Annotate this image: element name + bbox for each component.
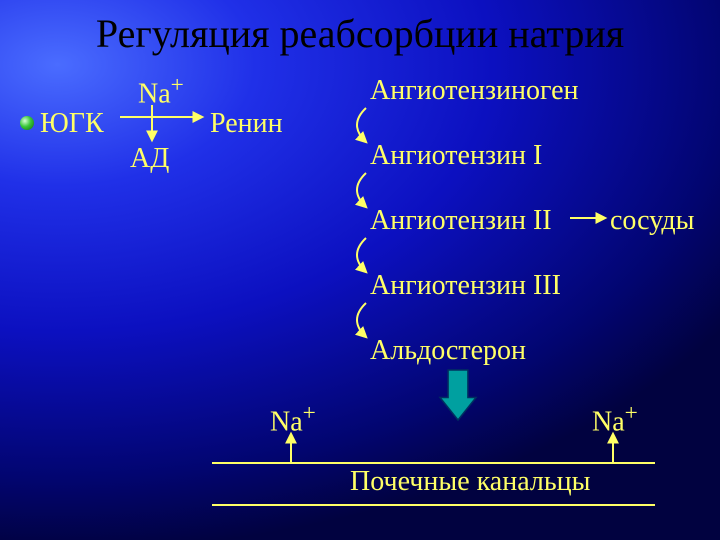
slide: Регуляция реабсорбции натрия Na+ ЮГК АД … — [0, 0, 720, 540]
na-symbol: Na — [592, 406, 625, 437]
label-na-left: Na+ — [270, 400, 316, 438]
slide-title: Регуляция реабсорбции натрия — [0, 10, 720, 57]
label-yugk: ЮГК — [40, 108, 104, 140]
na-sup: + — [625, 400, 638, 426]
na-symbol: Na — [138, 78, 171, 109]
label-na-top: Na+ — [138, 72, 184, 110]
bullet-icon — [20, 116, 34, 130]
label-vessels: сосуды — [610, 205, 694, 237]
label-angiotensin-2: Ангиотензин II — [370, 205, 552, 237]
na-sup: + — [303, 400, 316, 426]
label-renin: Ренин — [210, 108, 283, 140]
arrows-layer — [0, 0, 720, 540]
label-aldosterone: Альдостерон — [370, 335, 526, 367]
na-symbol: Na — [270, 406, 303, 437]
label-na-right: Na+ — [592, 400, 638, 438]
label-angiotensin-1: Ангиотензин I — [370, 140, 542, 172]
label-tubules: Почечные канальцы — [350, 466, 590, 498]
na-sup: + — [171, 72, 184, 98]
label-ad: АД — [130, 143, 169, 175]
label-angiotensin-3: Ангиотензин III — [370, 270, 561, 302]
label-angiotensinogen: Ангиотензиноген — [370, 75, 579, 107]
